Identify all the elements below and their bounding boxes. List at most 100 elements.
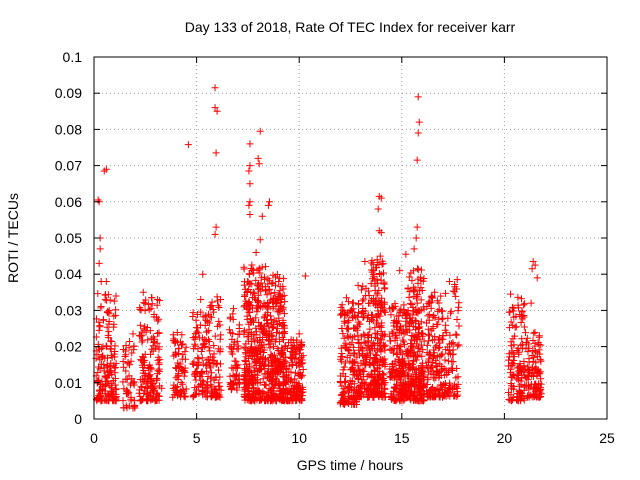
data-point (363, 344, 371, 352)
data-point (153, 389, 161, 397)
data-point (537, 390, 545, 398)
data-point (110, 312, 118, 320)
data-point (528, 265, 536, 273)
data-point (206, 313, 214, 321)
data-point (417, 284, 425, 292)
data-point (514, 393, 522, 401)
data-point (246, 210, 254, 218)
data-point (528, 352, 536, 360)
data-point (102, 165, 110, 173)
data-point (242, 350, 250, 358)
data-point (264, 280, 272, 288)
data-point (144, 301, 152, 309)
data-point (254, 291, 262, 299)
data-point (373, 301, 381, 309)
data-point (351, 358, 359, 366)
data-point (447, 309, 455, 317)
data-point (225, 326, 233, 334)
data-point (524, 371, 532, 379)
data-point (510, 353, 518, 361)
data-point (249, 393, 257, 401)
data-point (425, 311, 433, 319)
data-point (241, 356, 249, 364)
data-point (279, 329, 287, 337)
data-point (198, 354, 206, 362)
data-point (505, 389, 513, 397)
data-point (247, 288, 255, 296)
data-point (445, 367, 453, 375)
data-point (278, 334, 286, 342)
data-point (128, 375, 136, 383)
data-point (507, 338, 515, 346)
data-point (299, 366, 307, 374)
data-point (411, 333, 419, 341)
data-point (258, 212, 266, 220)
data-point (365, 386, 373, 394)
data-point (517, 312, 525, 320)
data-point (296, 358, 304, 366)
data-point (140, 326, 148, 334)
data-point (286, 354, 294, 362)
data-point (128, 349, 136, 357)
data-point (297, 397, 305, 405)
data-point (179, 386, 187, 394)
data-point (244, 387, 252, 395)
data-point (435, 315, 443, 323)
data-point (435, 336, 443, 344)
data-point (233, 337, 241, 345)
data-point (273, 397, 281, 405)
data-point (367, 311, 375, 319)
data-point (400, 338, 408, 346)
data-point (344, 392, 352, 400)
data-point (250, 364, 258, 372)
data-point (371, 345, 379, 353)
y-tick-label: 0 (74, 411, 82, 427)
data-point (148, 383, 156, 391)
data-point (372, 351, 380, 359)
data-point (439, 332, 447, 340)
data-point (360, 330, 368, 338)
data-point (425, 392, 433, 400)
data-point (381, 390, 389, 398)
data-point (531, 328, 539, 336)
data-point (433, 367, 441, 375)
data-point (377, 323, 385, 331)
data-point (430, 346, 438, 354)
data-point (344, 333, 352, 341)
data-point (360, 338, 368, 346)
data-point (191, 335, 199, 343)
data-point (250, 331, 258, 339)
data-point (418, 329, 426, 337)
data-point (454, 380, 462, 388)
data-point (301, 272, 309, 280)
data-point (364, 337, 372, 345)
data-point (179, 340, 187, 348)
data-point (337, 303, 345, 311)
data-point (259, 375, 267, 383)
data-point (393, 312, 401, 320)
data-point (275, 330, 283, 338)
data-point (379, 269, 387, 277)
data-point (108, 371, 116, 379)
data-point (293, 338, 301, 346)
data-point (245, 381, 253, 389)
data-point (229, 315, 237, 323)
data-point (402, 328, 410, 336)
data-point (388, 393, 396, 401)
data-point (412, 234, 420, 242)
data-point (296, 340, 304, 348)
data-point (103, 396, 111, 404)
data-point (137, 396, 145, 404)
data-point (454, 373, 462, 381)
y-tick-label: 0.06 (55, 194, 82, 210)
data-point (141, 307, 149, 315)
data-point (171, 339, 179, 347)
data-point (373, 364, 381, 372)
data-point (138, 353, 146, 361)
data-point (410, 245, 418, 253)
data-point (454, 307, 462, 315)
data-point (256, 303, 264, 311)
data-point (518, 308, 526, 316)
data-point (139, 288, 147, 296)
